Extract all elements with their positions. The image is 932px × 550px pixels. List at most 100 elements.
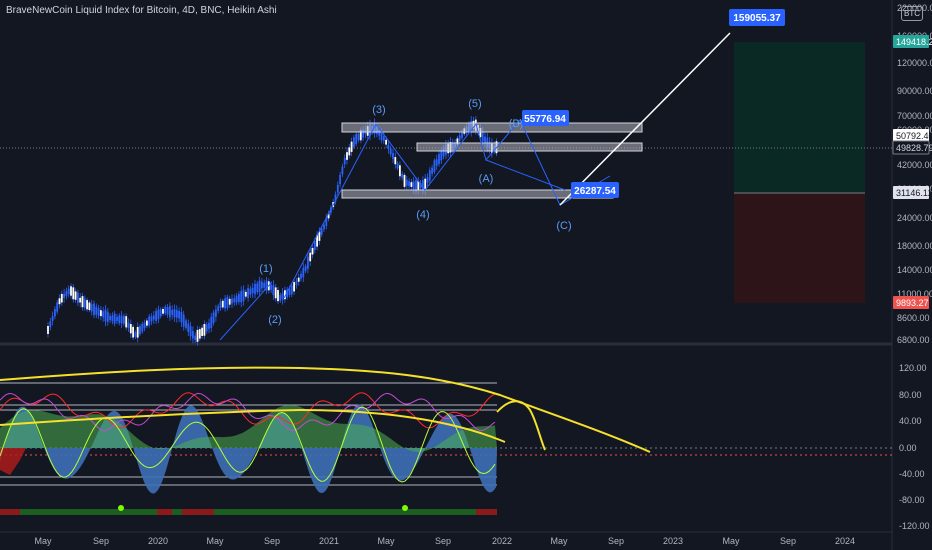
signal-dot (402, 505, 408, 511)
price-tick-label: 24000.00 (897, 213, 932, 223)
candle-body (311, 248, 314, 255)
candle-body (212, 312, 215, 324)
oscillator-axis[interactable]: 120.00 80.00 40.00 0.00 -40.00 -80.00 -120.00 (899, 363, 930, 531)
candle-body (353, 137, 355, 148)
candle-body (90, 304, 93, 312)
candle-body (295, 281, 298, 286)
candle-body (270, 284, 272, 290)
candle-body (215, 309, 217, 317)
candle-body (401, 173, 404, 178)
wave-label-5: (5) (468, 98, 481, 110)
candle-body (442, 147, 445, 157)
candle-body (380, 131, 383, 141)
candle-body (382, 136, 385, 141)
candle-body (74, 291, 77, 300)
candle-body (173, 309, 176, 318)
candle-body (433, 160, 436, 172)
candle-body (293, 282, 295, 292)
candle-body (440, 150, 443, 161)
candle-body (307, 256, 309, 269)
candle-body (95, 306, 98, 315)
candle-body (120, 315, 123, 324)
candle-body (175, 310, 178, 318)
candle-body (54, 309, 56, 317)
candle-body (132, 326, 134, 338)
candle-body (51, 316, 54, 321)
candle-body (389, 148, 392, 155)
candle-body (171, 309, 174, 315)
candle-body (334, 194, 337, 202)
signal-bar-green-2 (172, 509, 182, 515)
time-tick-label: 2021 (319, 536, 339, 546)
candle-body (263, 282, 266, 288)
candle-body (155, 310, 157, 321)
candle-body (125, 316, 128, 328)
candle-body (378, 130, 381, 136)
mid-rectangle[interactable] (416, 142, 643, 152)
price-axis[interactable]: 220000.00160000.00120000.0090000.0070000… (897, 3, 932, 345)
long-position-loss-zone[interactable] (734, 193, 865, 303)
candle-body (86, 300, 88, 310)
osc-tick-label: 80.00 (899, 390, 922, 400)
candle-body (192, 331, 194, 339)
time-axis[interactable]: May Sep 2020 May Sep 2021 May Sep 2022 May Sep 2023… (34, 536, 855, 546)
candle-body (343, 158, 346, 165)
candle-body (226, 296, 229, 309)
candle-body (205, 324, 208, 332)
candle-body (189, 326, 192, 337)
candle-body (81, 296, 84, 308)
candle-body (410, 182, 413, 187)
candle-body (392, 153, 394, 159)
candle-body (113, 313, 116, 324)
candle-body (313, 240, 316, 251)
time-tick-label: Sep (608, 536, 624, 546)
time-tick-label: 2023 (663, 536, 683, 546)
candle-body (284, 290, 286, 300)
candle-body (290, 285, 293, 295)
wave-label-3: (3) (372, 104, 385, 116)
candle-body (63, 293, 65, 299)
candle-body (196, 329, 199, 342)
candle-body (300, 273, 302, 279)
candle-body (348, 147, 351, 156)
time-tick-label: May (377, 536, 395, 546)
candle-body (242, 289, 245, 302)
wave-path[interactable] (283, 119, 611, 299)
time-tick-label: May (722, 536, 740, 546)
candle-body (139, 326, 141, 334)
candle-body (405, 179, 408, 186)
callout-c-target-label: 26287.54 (574, 186, 616, 197)
price-axis-tags: 149418.20 50792.40 49828.79 31146.12 9893.27 (892, 35, 932, 309)
callout-top-target[interactable]: 159055.37 (729, 9, 785, 26)
candle-body (58, 298, 61, 305)
candle-body (247, 288, 249, 298)
price-tick-label: 70000.00 (897, 111, 932, 121)
osc-tick-label: -120.00 (899, 521, 930, 531)
price-tag-label: 49828.79 (896, 143, 932, 153)
candle-body (143, 322, 146, 329)
candle-body (79, 297, 82, 303)
candle-body (385, 139, 387, 145)
candle-body (157, 309, 160, 320)
callout-b-target[interactable]: 55776.94 (522, 110, 569, 126)
wave-line-1[interactable] (219, 281, 273, 341)
candle-body (274, 287, 277, 299)
projection-line[interactable] (559, 32, 731, 206)
candle-body (56, 302, 59, 312)
resistance-rectangle[interactable] (341, 122, 643, 133)
currency-badge[interactable]: BTC (901, 6, 923, 21)
oscillator-panel[interactable] (0, 366, 892, 515)
candle-body (210, 316, 213, 329)
candle-body (258, 280, 261, 293)
candle-body (357, 134, 360, 141)
long-position-profit-zone[interactable] (734, 42, 865, 193)
time-tick-label: Sep (780, 536, 796, 546)
candle-body (251, 287, 254, 294)
wave-label-c: (C) (556, 220, 571, 232)
price-tag-label: 9893.27 (896, 298, 929, 308)
wave-line-ac[interactable] (485, 159, 566, 191)
price-tick-label: 14000.00 (897, 265, 932, 275)
candle-body (187, 323, 190, 332)
callout-c-target[interactable]: 26287.54 (571, 182, 619, 198)
